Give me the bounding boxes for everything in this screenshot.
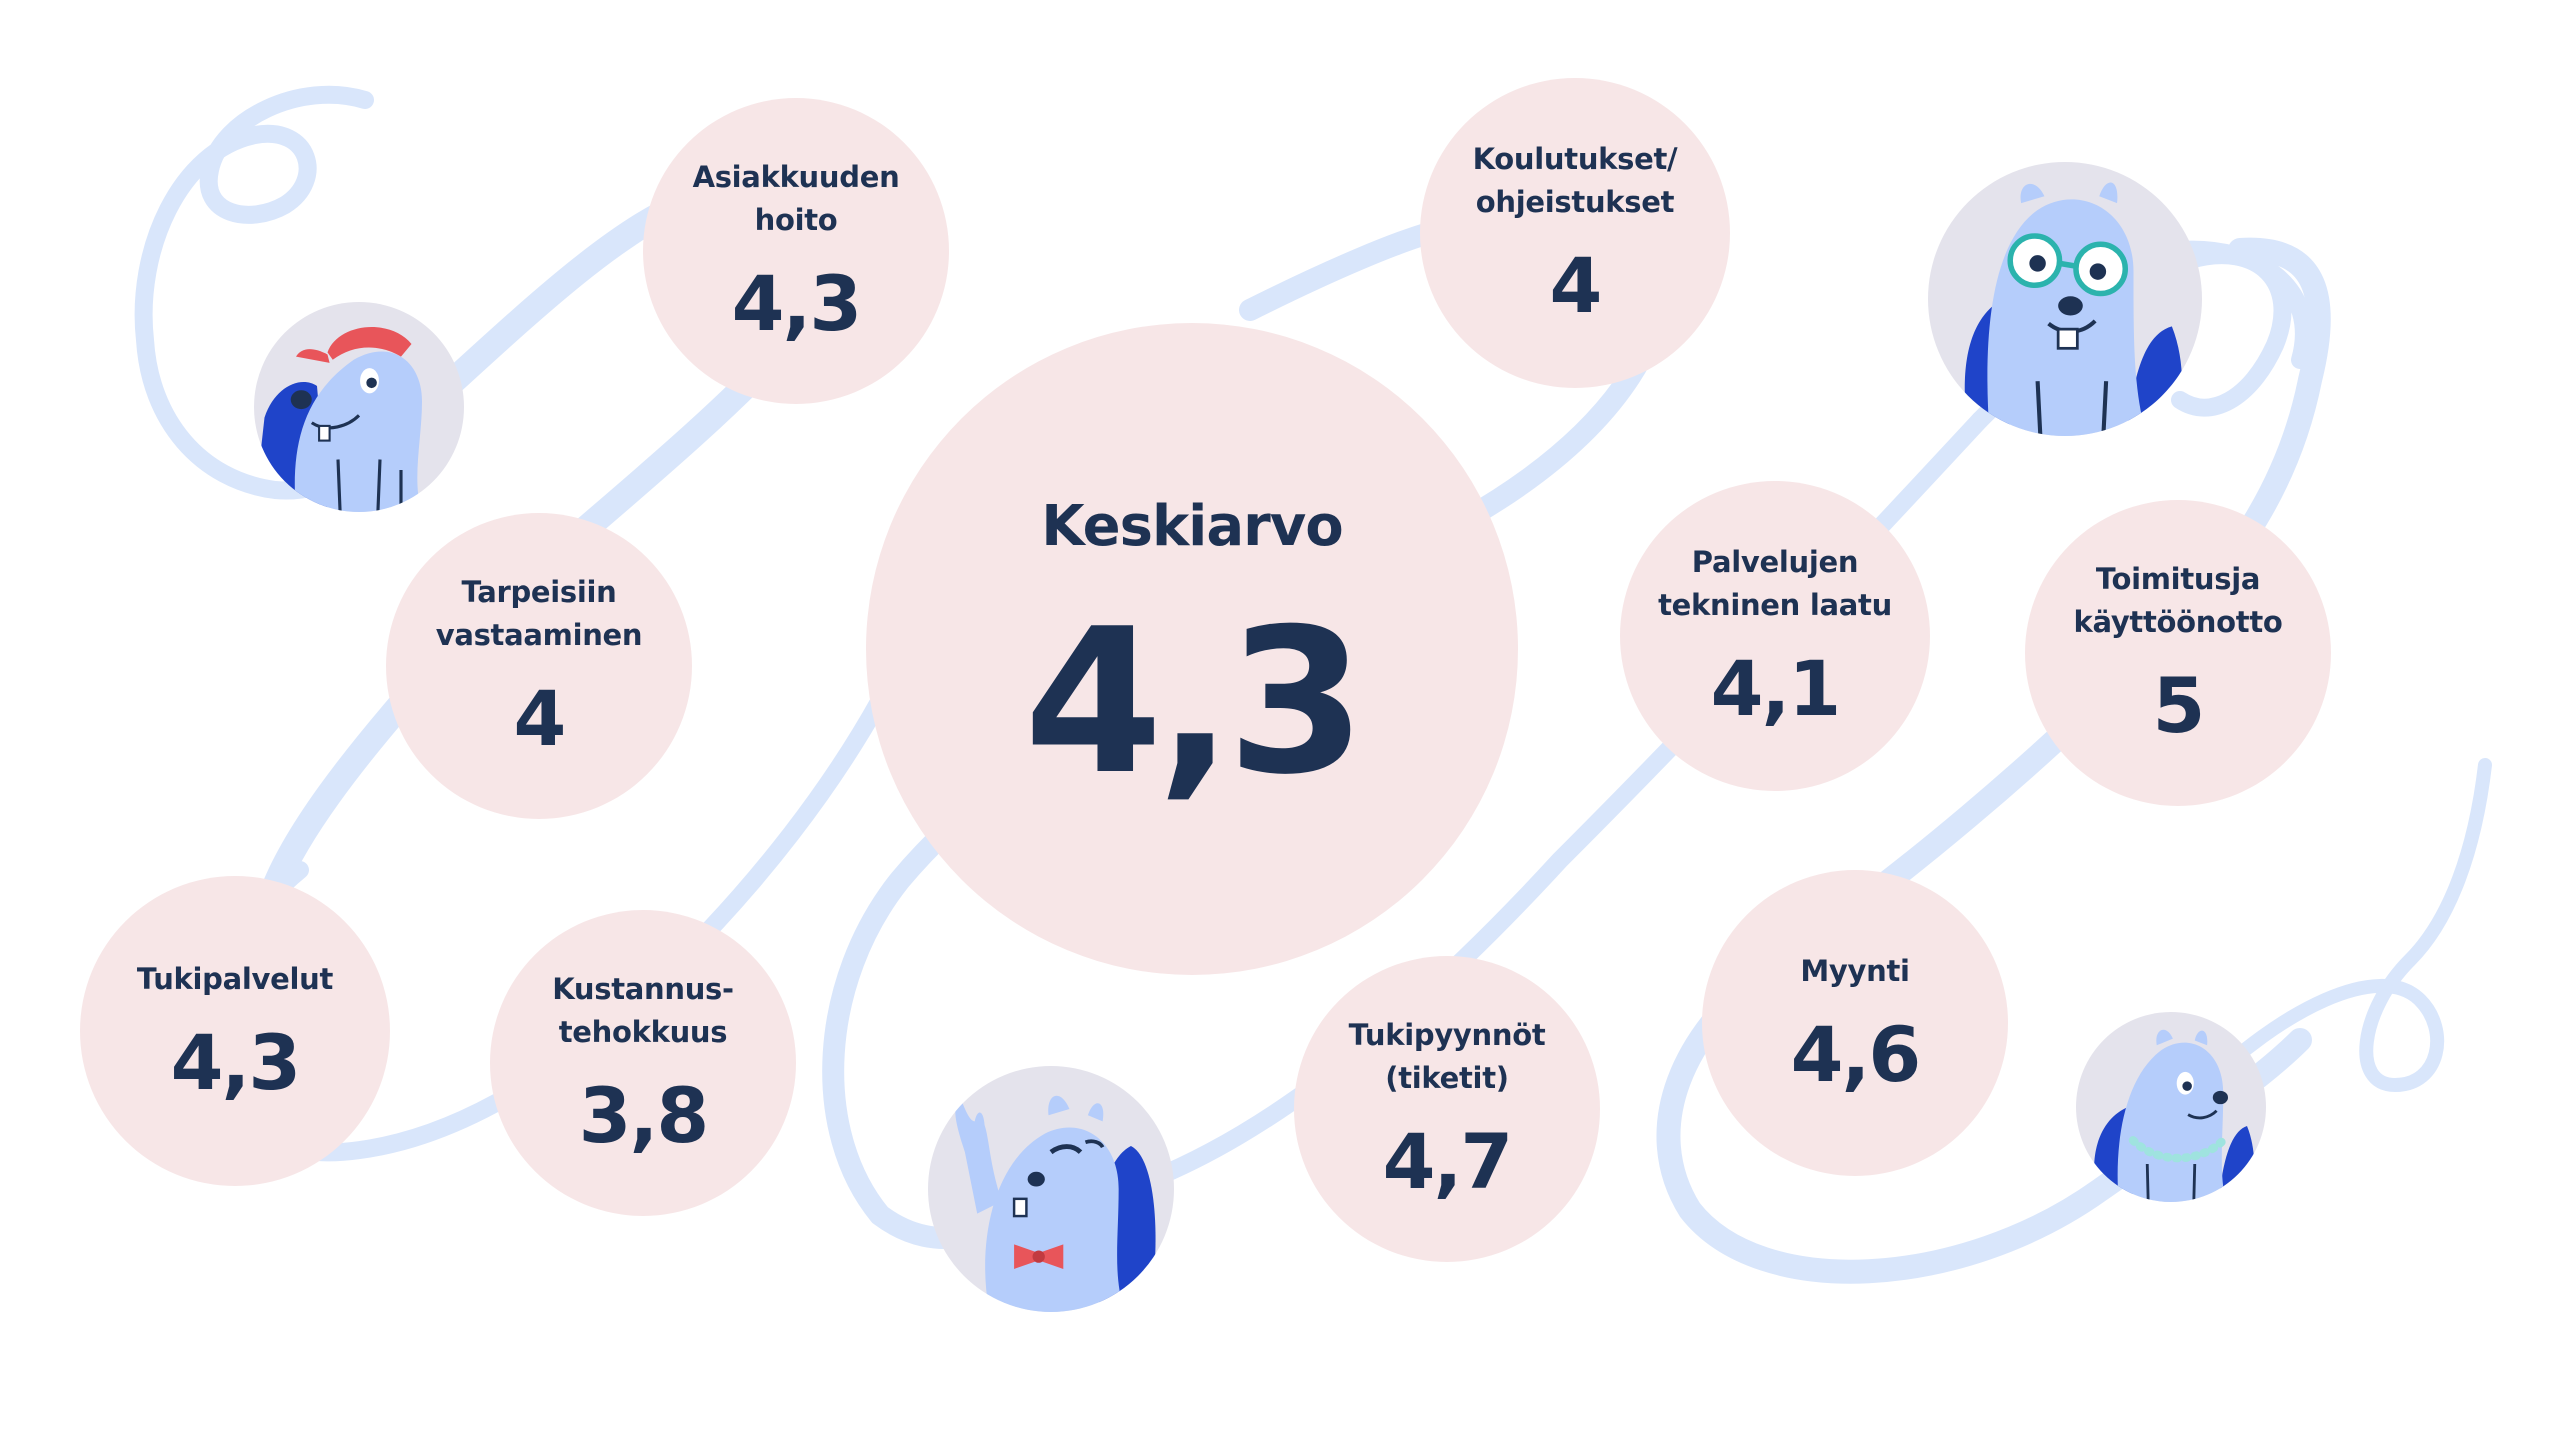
category-label: Koulutukset/ ohjeistukset bbox=[1472, 142, 1678, 219]
category-bubble-koulutukset: Koulutukset/ ohjeistukset 4 bbox=[1420, 78, 1730, 388]
category-label: Toimitusja käyttöönotto bbox=[2073, 562, 2283, 639]
average-bubble: Keskiarvo 4,3 bbox=[866, 323, 1518, 975]
category-value: 4,6 bbox=[1790, 1009, 1922, 1099]
category-label: Palvelujen tekninen laatu bbox=[1658, 545, 1892, 622]
category-value: 4 bbox=[513, 674, 567, 763]
category-value: 4,7 bbox=[1382, 1117, 1514, 1206]
category-value: 5 bbox=[2152, 661, 2206, 750]
beaver-bowtie-waving-icon bbox=[928, 1066, 1174, 1312]
category-label: Kustannus- tehokkuus bbox=[552, 972, 734, 1049]
category-bubble-tukipalvelut: Tukipalvelut 4,3 bbox=[80, 876, 390, 1186]
category-value: 4,3 bbox=[731, 259, 863, 348]
category-value: 4 bbox=[1549, 241, 1603, 330]
category-bubble-asiakkuuden-hoito: Asiakkuuden hoito 4,3 bbox=[643, 98, 949, 404]
category-bubble-palvelujen-laatu: Palvelujen tekninen laatu 4,1 bbox=[1620, 481, 1930, 791]
category-label: Tarpeisiin vastaaminen bbox=[435, 575, 643, 652]
category-value: 4,1 bbox=[1710, 644, 1842, 733]
average-value: 4,3 bbox=[1023, 586, 1366, 819]
average-label: Keskiarvo bbox=[1041, 494, 1344, 559]
category-label: Asiakkuuden hoito bbox=[692, 160, 900, 237]
category-value: 4,3 bbox=[170, 1017, 302, 1107]
category-bubble-tukipyynnot: Tukipyynnöt (tiketit) 4,7 bbox=[1294, 956, 1600, 1262]
ribbon-right-tail bbox=[2193, 758, 2492, 1097]
category-bubble-myynti: Myynti 4,6 bbox=[1702, 870, 2008, 1176]
category-bubble-kustannustehokkuus: Kustannus- tehokkuus 3,8 bbox=[490, 910, 796, 1216]
category-bubble-toimitus: Toimitusja käyttöönotto 5 bbox=[2025, 500, 2331, 806]
category-label: Tukipyynnöt (tiketit) bbox=[1348, 1018, 1546, 1095]
beaver-red-cap-icon bbox=[254, 302, 464, 512]
category-bubble-tarpeisiin-vastaaminen: Tarpeisiin vastaaminen 4 bbox=[386, 513, 692, 819]
beaver-glasses-icon bbox=[1928, 162, 2202, 436]
beaver-pearl-necklace-icon bbox=[2076, 1012, 2266, 1202]
category-value: 3,8 bbox=[578, 1071, 710, 1160]
category-label: Myynti bbox=[1800, 953, 1910, 988]
category-label: Tukipalvelut bbox=[136, 961, 334, 996]
ribbon-left-loop bbox=[134, 85, 409, 500]
